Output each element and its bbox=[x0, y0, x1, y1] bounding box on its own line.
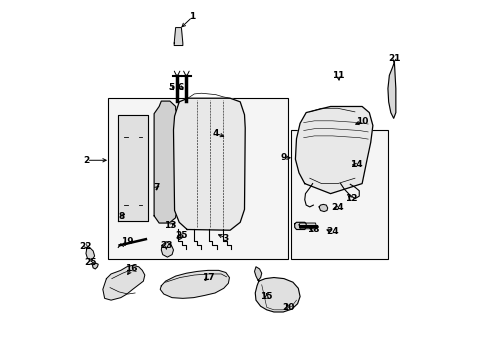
Text: 4: 4 bbox=[212, 129, 219, 138]
Text: 20: 20 bbox=[282, 303, 294, 312]
Text: 23: 23 bbox=[160, 241, 172, 250]
Text: 11: 11 bbox=[331, 71, 344, 80]
Text: 9: 9 bbox=[280, 153, 286, 162]
Bar bbox=[108, 98, 287, 259]
Polygon shape bbox=[254, 267, 261, 280]
Polygon shape bbox=[161, 242, 173, 257]
Text: 15: 15 bbox=[260, 292, 272, 301]
Polygon shape bbox=[160, 270, 229, 298]
Polygon shape bbox=[295, 107, 372, 194]
Polygon shape bbox=[92, 263, 98, 269]
Text: 16: 16 bbox=[125, 265, 138, 274]
Polygon shape bbox=[319, 204, 327, 212]
Text: 21: 21 bbox=[387, 54, 400, 63]
Text: 18: 18 bbox=[306, 225, 319, 234]
Polygon shape bbox=[387, 62, 395, 118]
Text: 6: 6 bbox=[177, 83, 183, 92]
Text: 12: 12 bbox=[345, 194, 357, 203]
Text: 17: 17 bbox=[201, 273, 214, 282]
Polygon shape bbox=[177, 234, 183, 239]
Polygon shape bbox=[298, 223, 316, 229]
Text: 1: 1 bbox=[189, 12, 195, 21]
Text: 13: 13 bbox=[163, 221, 176, 230]
Text: 19: 19 bbox=[121, 237, 133, 246]
Text: 5: 5 bbox=[167, 83, 174, 92]
Polygon shape bbox=[174, 28, 183, 45]
Text: 3: 3 bbox=[222, 234, 228, 243]
Text: 24: 24 bbox=[331, 203, 344, 212]
Polygon shape bbox=[294, 222, 305, 229]
Text: 10: 10 bbox=[355, 117, 367, 126]
Text: 7: 7 bbox=[153, 183, 160, 192]
Bar bbox=[290, 130, 387, 259]
Polygon shape bbox=[173, 98, 244, 230]
Text: 8: 8 bbox=[119, 212, 125, 221]
Text: 25: 25 bbox=[84, 258, 96, 267]
Text: 14: 14 bbox=[349, 161, 362, 170]
Polygon shape bbox=[255, 278, 300, 312]
Polygon shape bbox=[102, 265, 144, 300]
Polygon shape bbox=[86, 247, 94, 260]
Text: 24: 24 bbox=[325, 228, 338, 237]
Text: 2: 2 bbox=[83, 156, 90, 165]
Polygon shape bbox=[154, 101, 175, 223]
Text: 25: 25 bbox=[175, 231, 187, 240]
Text: 22: 22 bbox=[80, 242, 92, 251]
Polygon shape bbox=[118, 116, 148, 221]
